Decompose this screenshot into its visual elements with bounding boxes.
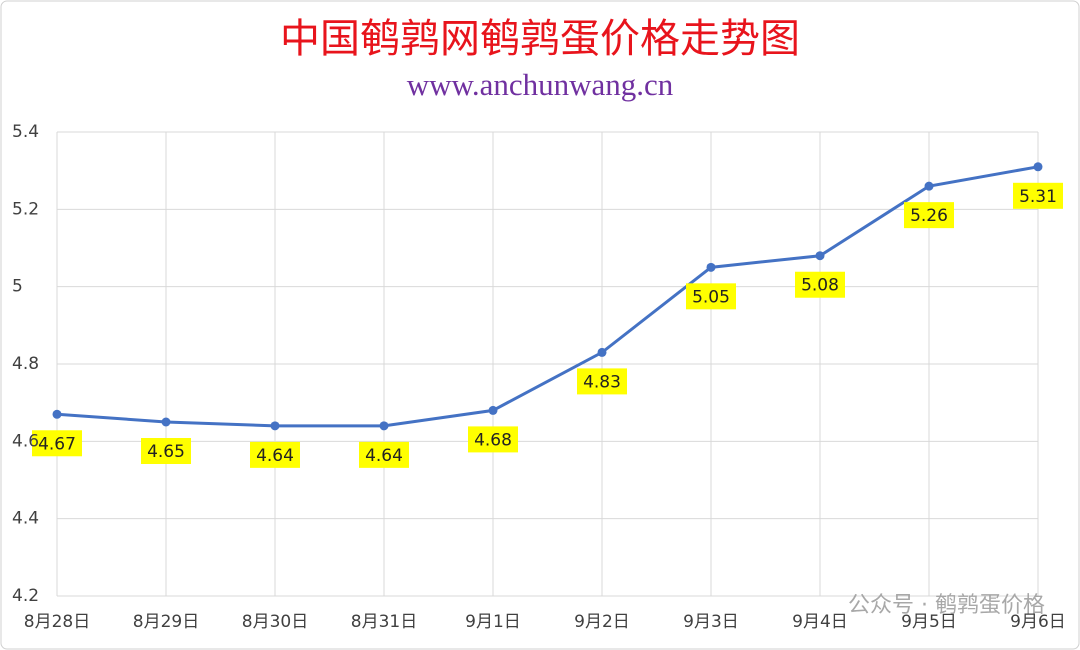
- data-label-bg: [904, 202, 954, 229]
- watermark: 公众号 · 鹌鹑蛋价格: [848, 593, 1045, 618]
- x-tick-label: 9月2日: [574, 612, 630, 632]
- data-label-bg: [250, 441, 300, 468]
- data-label-bg: [468, 426, 518, 453]
- x-tick-label: 8月29日: [133, 612, 199, 632]
- data-label: 5.26: [910, 206, 948, 226]
- data-label: 5.08: [801, 276, 839, 296]
- point: [597, 347, 607, 357]
- y-tick-label: 4.2: [12, 586, 39, 606]
- data-label: 4.68: [474, 430, 512, 450]
- data-label-bg: [32, 430, 82, 457]
- data-label-bg: [577, 368, 627, 395]
- data-label: 4.64: [256, 446, 294, 466]
- data-label-bg: [686, 283, 736, 310]
- data-label-bg: [359, 441, 409, 468]
- point: [924, 181, 934, 191]
- data-label-bg: [141, 438, 191, 464]
- point: [52, 409, 62, 419]
- point: [270, 421, 280, 431]
- chart-title: 中国鹌鹑网鹌鹑蛋价格走势图: [280, 16, 800, 62]
- point: [161, 417, 171, 427]
- y-tick-label: 4.8: [12, 354, 39, 374]
- x-tick-label: 8月28日: [24, 612, 90, 632]
- y-tick-label: 5.2: [12, 199, 39, 219]
- data-label-bg: [795, 271, 845, 298]
- point: [815, 251, 825, 261]
- data-label: 4.65: [147, 442, 185, 462]
- x-tick-label: 9月6日: [1010, 612, 1066, 632]
- data-label: 5.05: [692, 287, 730, 307]
- data-label: 4.67: [38, 434, 76, 454]
- y-tick-label: 4.4: [12, 509, 39, 529]
- point: [1033, 162, 1043, 172]
- y-tick-label: 5.4: [12, 122, 39, 142]
- x-tick-label: 8月30日: [242, 612, 308, 632]
- y-tick-label: 5: [12, 277, 23, 297]
- data-label-bg: [1013, 182, 1063, 209]
- point: [706, 262, 716, 272]
- data-label: 4.64: [365, 446, 403, 466]
- data-label: 4.83: [583, 372, 621, 392]
- x-tick-label: 9月1日: [465, 612, 521, 632]
- x-tick-label: 8月31日: [351, 612, 417, 632]
- x-tick-label: 9月4日: [792, 612, 848, 632]
- data-label: 5.31: [1019, 187, 1057, 207]
- point: [488, 405, 498, 415]
- y-tick-label: 4.6: [12, 431, 39, 451]
- x-tick-label: 9月5日: [901, 612, 957, 632]
- chart-subtitle: www.anchunwang.cn: [407, 67, 674, 102]
- x-tick-label: 9月3日: [683, 612, 739, 632]
- point: [379, 421, 389, 431]
- line: [56, 165, 1039, 428]
